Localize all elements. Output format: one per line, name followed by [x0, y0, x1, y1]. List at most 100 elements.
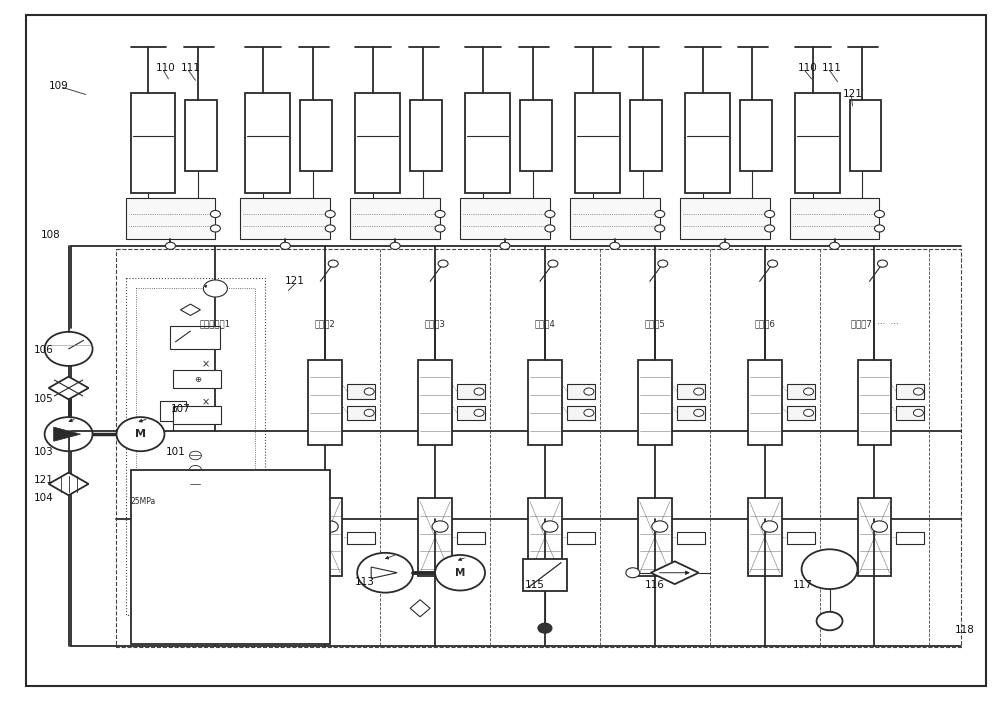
Bar [523, 559, 567, 590]
Circle shape [720, 242, 730, 249]
Circle shape [913, 388, 923, 395]
Circle shape [322, 521, 338, 533]
Bar [185, 100, 217, 172]
Text: 118: 118 [954, 624, 974, 634]
Circle shape [765, 225, 775, 232]
Bar [245, 93, 290, 192]
Circle shape [364, 409, 374, 417]
Circle shape [877, 260, 887, 267]
Bar [740, 100, 772, 172]
Text: ⊕: ⊕ [194, 375, 201, 384]
Circle shape [45, 332, 93, 366]
Text: 111: 111 [822, 63, 841, 73]
Bar [685, 93, 730, 192]
Bar [520, 100, 552, 172]
Bar [638, 360, 672, 445]
Circle shape [189, 466, 201, 474]
Text: 116: 116 [645, 580, 665, 590]
Circle shape [626, 567, 640, 577]
Text: 109: 109 [49, 81, 68, 91]
Bar [347, 532, 375, 544]
Bar [308, 498, 342, 576]
Text: P: P [171, 407, 176, 416]
Text: M: M [135, 429, 146, 439]
Text: 121: 121 [843, 90, 862, 100]
Bar [677, 384, 705, 399]
Bar [457, 406, 485, 420]
Text: 千斤顶5: 千斤顶5 [644, 320, 665, 328]
Text: 千斤顶3: 千斤顶3 [425, 320, 446, 328]
Circle shape [545, 225, 555, 232]
Text: 千斤顶2: 千斤顶2 [315, 320, 336, 328]
Circle shape [357, 553, 413, 592]
Bar [787, 532, 815, 544]
Circle shape [655, 225, 665, 232]
Circle shape [189, 451, 201, 460]
Bar [410, 100, 442, 172]
Text: 106: 106 [34, 345, 53, 355]
Bar [350, 197, 440, 239]
Circle shape [874, 225, 884, 232]
Circle shape [325, 225, 335, 232]
Circle shape [435, 211, 445, 218]
Bar [748, 498, 782, 576]
Text: 107: 107 [170, 404, 190, 414]
Circle shape [542, 521, 558, 533]
Text: ×: × [201, 360, 209, 370]
Bar [896, 384, 924, 399]
Bar [638, 498, 672, 576]
Circle shape [548, 260, 558, 267]
Text: 108: 108 [41, 230, 60, 240]
Circle shape [117, 417, 164, 451]
Polygon shape [410, 600, 430, 617]
Circle shape [874, 211, 884, 218]
Text: 121: 121 [285, 276, 305, 286]
Circle shape [655, 211, 665, 218]
Circle shape [802, 549, 858, 589]
Bar [528, 498, 562, 576]
Circle shape [830, 242, 840, 249]
Text: 101: 101 [165, 447, 185, 457]
Text: 控制千斤顶1: 控制千斤顶1 [200, 320, 231, 328]
Text: 121: 121 [34, 476, 54, 486]
Bar [173, 370, 221, 388]
Bar [300, 100, 332, 172]
Text: 105: 105 [34, 394, 53, 404]
Text: 千斤顶6: 千斤顶6 [754, 320, 775, 328]
Circle shape [328, 260, 338, 267]
Bar [575, 93, 620, 192]
Circle shape [364, 388, 374, 395]
Polygon shape [651, 561, 699, 584]
Circle shape [474, 388, 484, 395]
Circle shape [189, 480, 201, 488]
Text: ×: × [201, 397, 209, 407]
Circle shape [871, 521, 887, 533]
Text: 25MPa: 25MPa [131, 497, 156, 506]
Circle shape [694, 388, 704, 395]
Circle shape [652, 521, 668, 533]
Circle shape [474, 409, 484, 417]
Bar [460, 197, 550, 239]
Bar [457, 532, 485, 544]
Bar [240, 197, 330, 239]
Polygon shape [54, 427, 81, 441]
Bar [170, 326, 220, 349]
Bar [787, 384, 815, 399]
Bar [795, 93, 840, 192]
Circle shape [280, 242, 290, 249]
Circle shape [584, 409, 594, 417]
Bar [418, 498, 452, 576]
Bar [677, 406, 705, 420]
Circle shape [658, 260, 668, 267]
Bar [457, 384, 485, 399]
Text: 103: 103 [34, 447, 53, 457]
Circle shape [210, 211, 220, 218]
Text: 110: 110 [798, 63, 817, 73]
Circle shape [804, 409, 814, 417]
Bar [528, 360, 562, 445]
Circle shape [210, 225, 220, 232]
Bar [680, 197, 770, 239]
Circle shape [203, 280, 227, 297]
Polygon shape [180, 304, 200, 315]
Circle shape [435, 225, 445, 232]
